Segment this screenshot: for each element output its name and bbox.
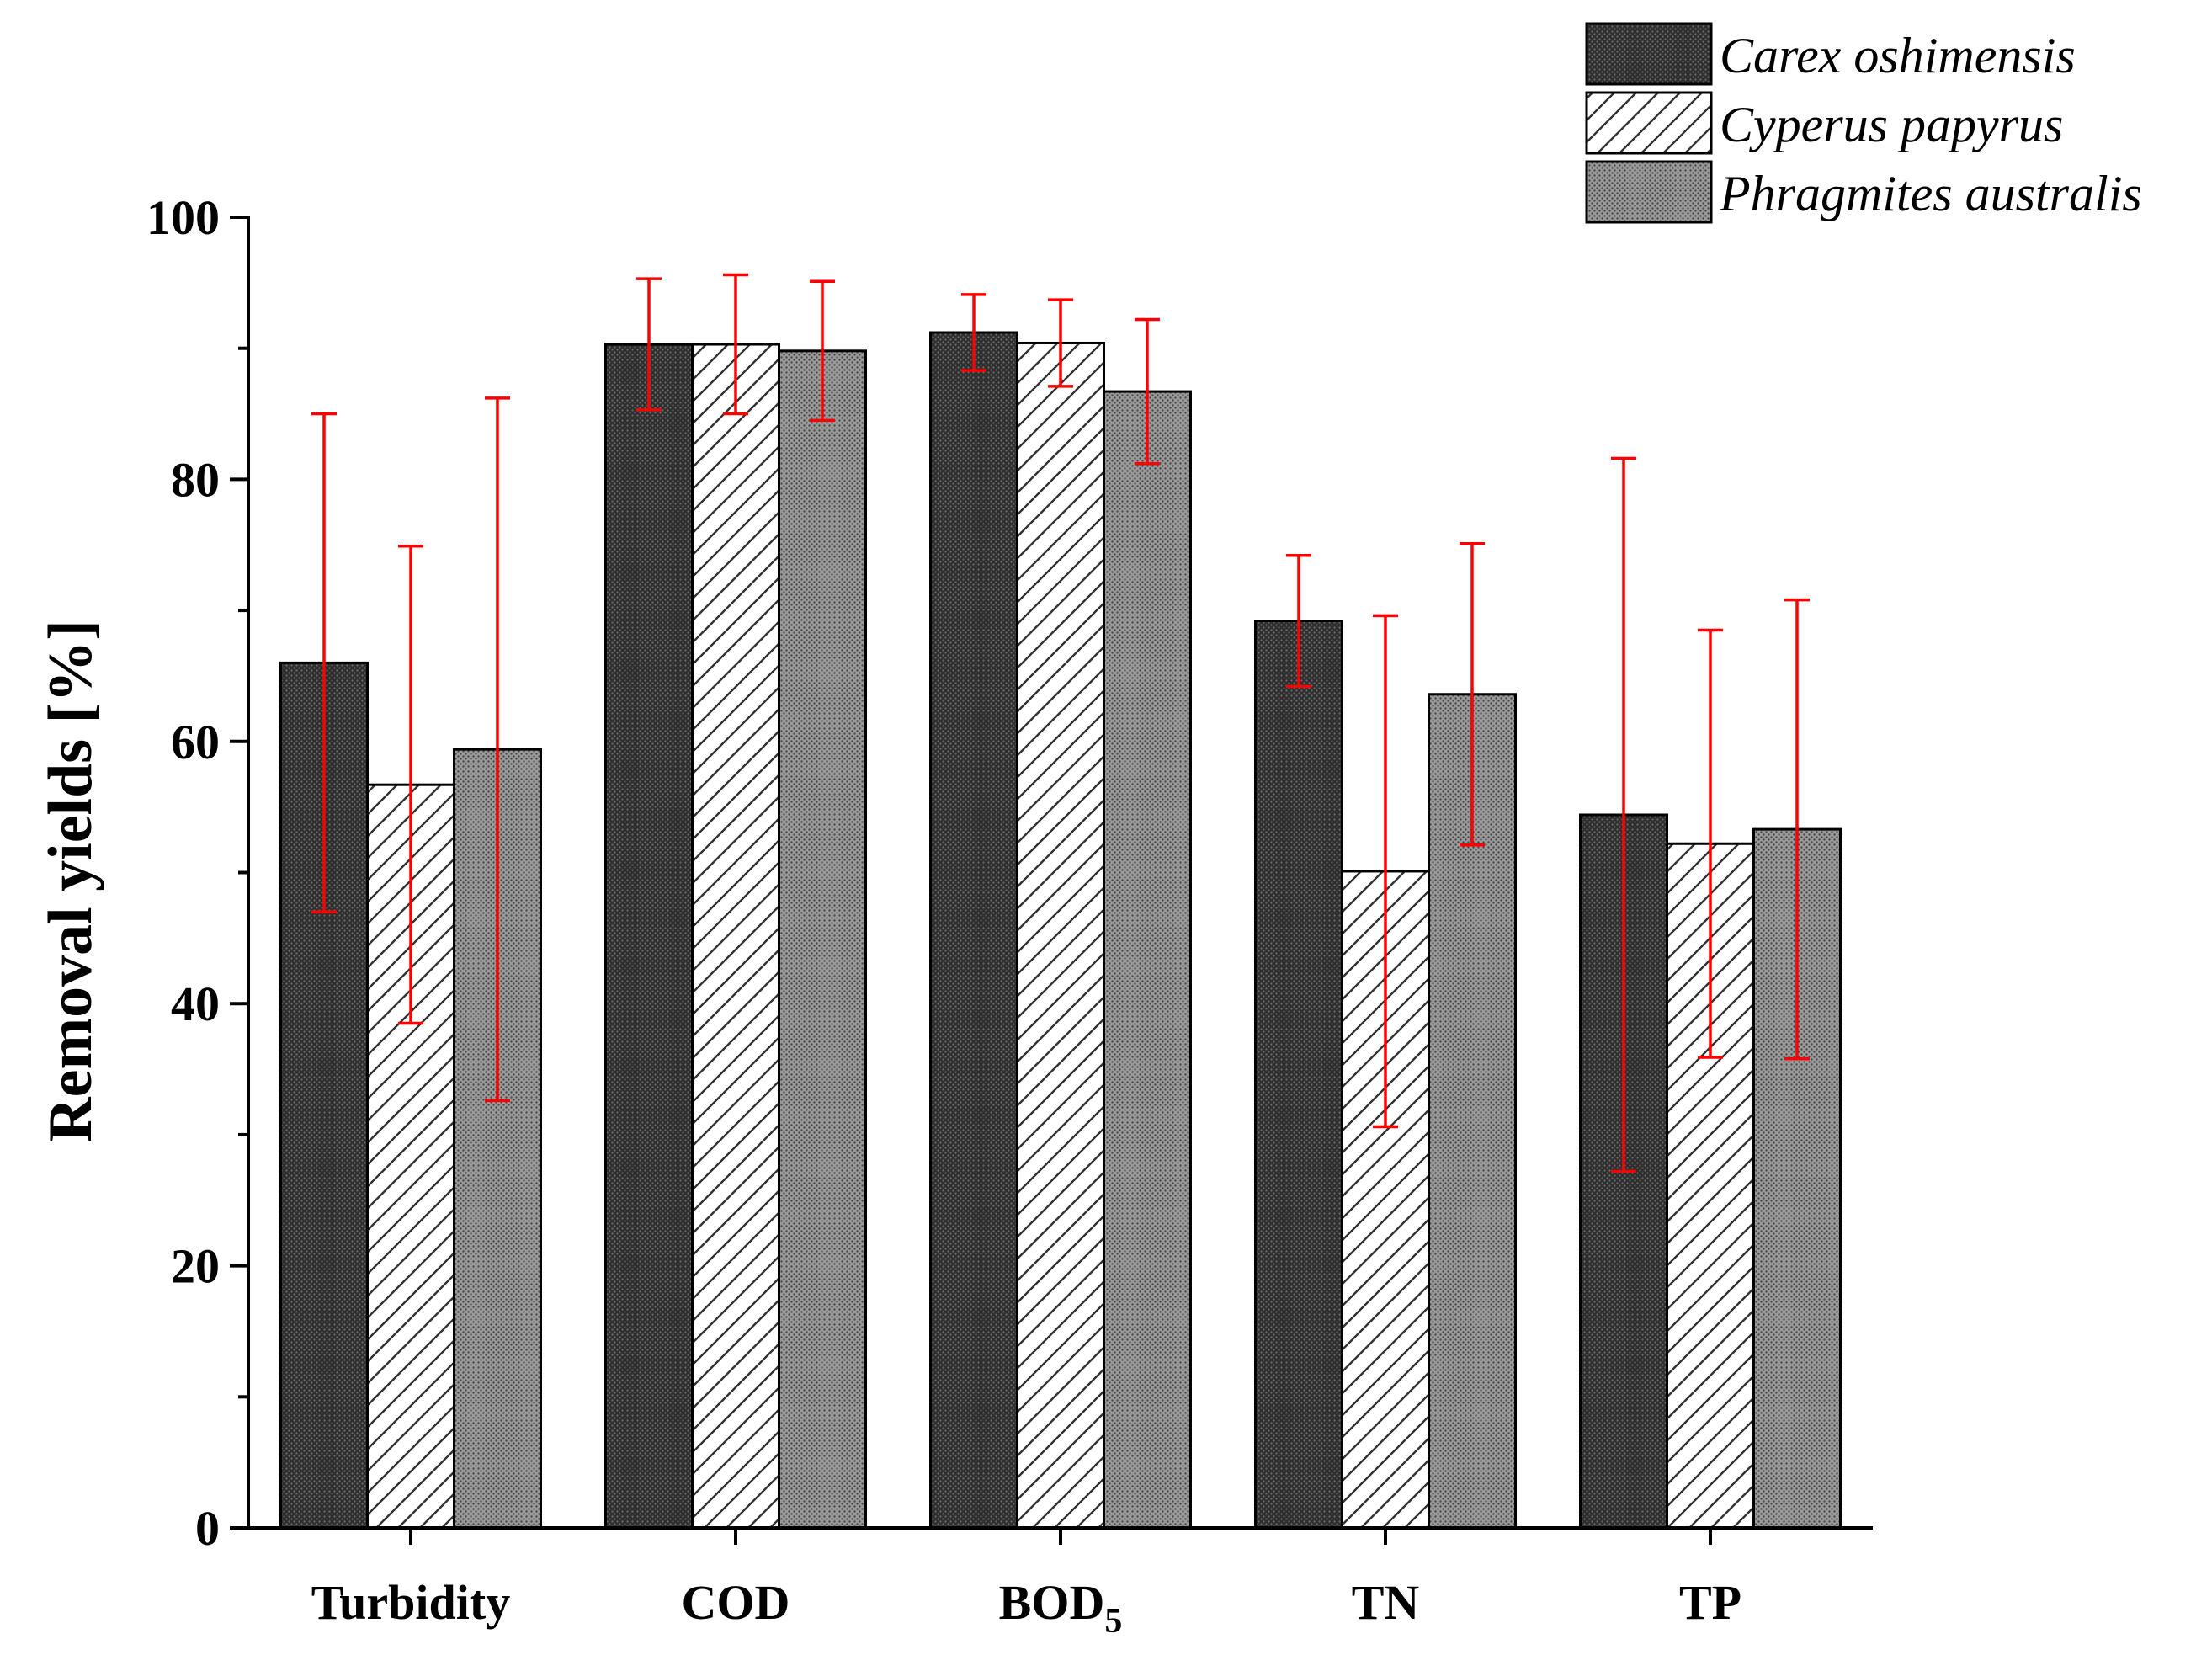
y-tick-label: 80 — [171, 452, 220, 507]
legend-swatch-2 — [1585, 160, 1713, 224]
legend-label-1: Cyperus papyrus — [1720, 97, 2063, 152]
y-tick-label: 0 — [195, 1501, 220, 1556]
x-tick-label-0: Turbidity — [311, 1575, 510, 1630]
x-tick-label-text: COD — [682, 1575, 790, 1630]
x-tick-label-2: BOD5 — [999, 1575, 1123, 1641]
x-tick-label-1: COD — [682, 1575, 790, 1630]
bar-hatched-1 — [691, 343, 780, 1530]
bar-grey-dotted-1 — [778, 349, 867, 1530]
bar-dark-dotted-3 — [1254, 620, 1343, 1530]
x-tick-label-text: BOD — [999, 1575, 1105, 1630]
y-tick-label: 60 — [171, 715, 220, 769]
x-tick-label-text: TN — [1352, 1575, 1420, 1630]
legend-swatch-0 — [1585, 22, 1713, 86]
legend-swatch-1 — [1585, 91, 1713, 155]
y-tick-label: 40 — [171, 977, 220, 1031]
x-tick-label-text: TP — [1679, 1575, 1741, 1630]
x-tick-label-3: TN — [1352, 1575, 1420, 1630]
legend-label-2: Phragmites australis — [1719, 166, 2142, 221]
bar-hatched-2 — [1016, 341, 1105, 1530]
x-tick-label-subscript: 5 — [1104, 1602, 1122, 1641]
legend-label-0: Carex oshimensis — [1720, 28, 2076, 83]
bar-dark-dotted-2 — [929, 331, 1018, 1530]
y-axis-title: Removal yields [%] — [36, 620, 105, 1142]
x-tick-label-4: TP — [1679, 1575, 1741, 1630]
bar-grey-dotted-2 — [1103, 390, 1192, 1530]
bar-dark-dotted-1 — [604, 343, 694, 1530]
y-tick-label: 100 — [146, 190, 220, 245]
x-tick-label-text: Turbidity — [311, 1575, 510, 1630]
y-tick-label: 20 — [171, 1239, 220, 1294]
